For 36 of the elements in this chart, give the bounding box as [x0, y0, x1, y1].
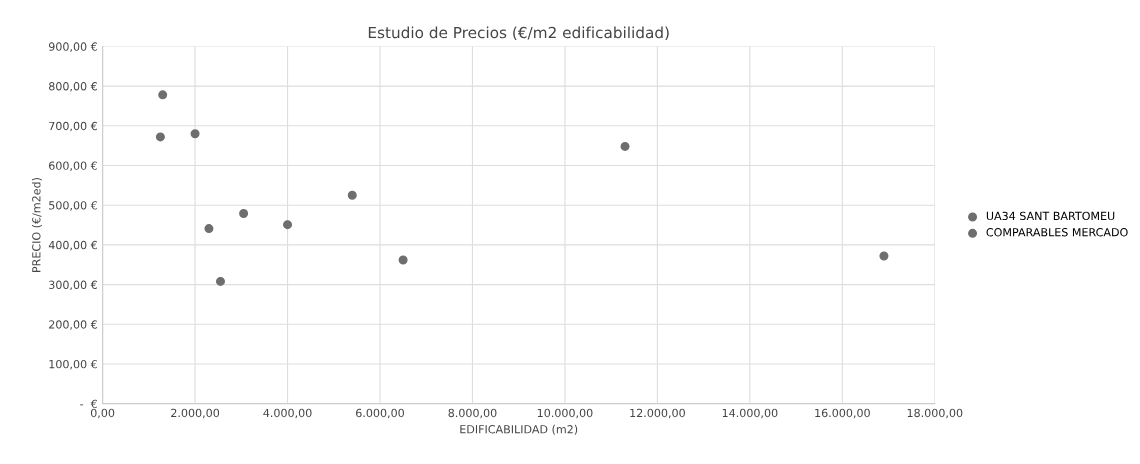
y-tick-label: 900,00 € — [48, 42, 97, 52]
x-axis-title: EDIFICABILIDAD (m2) — [460, 424, 578, 435]
y-tick-label: 500,00 € — [49, 201, 97, 211]
x-tick-label: 4.000,00 — [263, 408, 312, 419]
x-tick-label: 2.000,00 — [171, 408, 220, 419]
x-tick-label: 12.000,00 — [630, 408, 685, 419]
point — [190, 129, 200, 139]
point — [155, 132, 165, 142]
point — [239, 209, 249, 219]
y-tick-label: 600,00 € — [49, 161, 97, 172]
point — [879, 251, 889, 261]
y-tick-label: 200,00 € — [49, 320, 97, 330]
x-tick-label: 18.000,00 — [907, 408, 963, 419]
x-tick-label: 6.000,00 — [356, 408, 404, 419]
chart-title: Estudio de Precios (€/m2 edificabilidad) — [368, 26, 669, 41]
point — [620, 141, 630, 151]
y-tick-label: 700,00 € — [49, 121, 97, 132]
point — [158, 90, 168, 100]
y-axis-title: PRECIO (€/m2ed) — [31, 177, 42, 272]
x-tick-label: 16.000,00 — [815, 408, 870, 419]
y-tick-label: 100,00 € — [49, 359, 97, 370]
x-tick-label: 14.000,00 — [722, 408, 778, 419]
y-tick-label: 800,00 € — [49, 82, 97, 92]
legend-label: UA34 SANT BARTOMEU — [986, 211, 1115, 221]
point — [204, 224, 214, 234]
point — [283, 220, 293, 230]
point — [215, 276, 225, 286]
x-tick-label: 10.000,00 — [537, 408, 593, 419]
x-tick-label: 8.000,00 — [448, 408, 497, 419]
y-tick-label: - € — [80, 399, 97, 409]
point — [347, 190, 357, 200]
y-tick-label: 300,00 € — [49, 280, 97, 291]
x-tick-label: 0,00 — [90, 408, 115, 419]
point — [398, 255, 408, 265]
y-tick-label: 400,00 € — [48, 240, 97, 251]
legend-label: COMPARABLES MERCADO — [986, 228, 1128, 237]
